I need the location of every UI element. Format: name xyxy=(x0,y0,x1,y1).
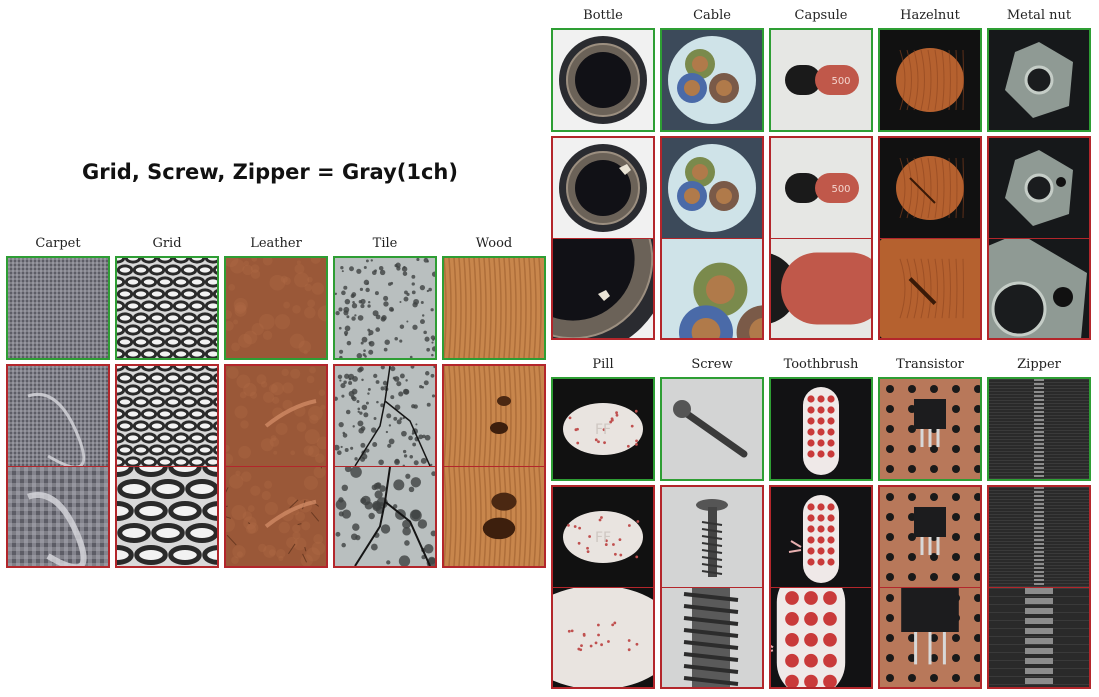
normal-sample-image xyxy=(660,28,764,132)
category-label: Transistor xyxy=(896,357,964,372)
normal-sample-image xyxy=(987,377,1091,481)
normal-sample-image: 500 xyxy=(769,28,873,132)
anomaly-zoom-image xyxy=(769,238,873,340)
category-label: Bottle xyxy=(583,8,623,23)
anomaly-sample-image xyxy=(442,364,546,468)
anomaly-sample-image xyxy=(660,485,764,589)
category-label: Metal nut xyxy=(1006,8,1072,23)
category-label: Hazelnut xyxy=(900,8,960,23)
anomaly-zoom-image xyxy=(551,587,655,689)
svg-text:500: 500 xyxy=(831,76,850,87)
normal-sample-image xyxy=(660,377,764,481)
normal-sample-image xyxy=(769,377,873,481)
anomaly-sample-image xyxy=(551,136,655,240)
anomaly-sample-image xyxy=(878,485,982,589)
anomaly-zoom-image xyxy=(333,466,437,568)
anomaly-sample-image xyxy=(987,136,1091,240)
category-label: Toothbrush xyxy=(783,357,859,372)
normal-sample-image xyxy=(6,256,110,360)
anomaly-zoom-image xyxy=(987,587,1091,689)
normal-sample-image xyxy=(551,28,655,132)
anomaly-sample-image xyxy=(224,364,328,468)
category-label: Cable xyxy=(693,8,731,23)
anomaly-zoom-image xyxy=(6,466,110,568)
category-label: Capsule xyxy=(794,8,848,23)
category-label: Zipper xyxy=(1017,357,1061,372)
anomaly-zoom-image xyxy=(878,587,982,689)
category-label: Tile xyxy=(372,236,398,251)
anomaly-sample-image xyxy=(878,136,982,240)
anomaly-zoom-image xyxy=(551,238,655,340)
anomaly-zoom-image xyxy=(224,466,328,568)
normal-sample-image xyxy=(442,256,546,360)
anomaly-sample-image xyxy=(987,485,1091,589)
category-label: Wood xyxy=(475,236,513,251)
anomaly-sample-image xyxy=(769,485,873,589)
anomaly-zoom-image xyxy=(660,587,764,689)
anomaly-sample-image: 500 xyxy=(769,136,873,240)
normal-sample-image: FF xyxy=(551,377,655,481)
anomaly-zoom-image xyxy=(769,587,873,689)
anomaly-zoom-image xyxy=(878,238,982,340)
anomaly-zoom-image xyxy=(442,466,546,568)
svg-text:FF: FF xyxy=(595,530,611,546)
normal-sample-image xyxy=(878,28,982,132)
anomaly-sample-image: FF xyxy=(551,485,655,589)
anomaly-zoom-image xyxy=(660,238,764,340)
category-label: Pill xyxy=(592,357,614,372)
category-label: Carpet xyxy=(35,236,81,251)
anomaly-sample-image xyxy=(115,364,219,468)
normal-sample-image xyxy=(224,256,328,360)
normal-sample-image xyxy=(333,256,437,360)
headline: Grid, Screw, Zipper = Gray(1ch) xyxy=(82,160,458,184)
anomaly-sample-image xyxy=(6,364,110,468)
normal-sample-image xyxy=(115,256,219,360)
svg-text:FF: FF xyxy=(595,422,611,438)
anomaly-zoom-image xyxy=(115,466,219,568)
anomaly-zoom-image xyxy=(987,238,1091,340)
category-label: Grid xyxy=(152,236,182,251)
anomaly-sample-image xyxy=(333,364,437,468)
normal-sample-image xyxy=(987,28,1091,132)
category-label: Leather xyxy=(250,236,302,251)
category-label: Screw xyxy=(691,357,733,372)
svg-text:500: 500 xyxy=(831,184,850,195)
normal-sample-image xyxy=(878,377,982,481)
anomaly-sample-image xyxy=(660,136,764,240)
